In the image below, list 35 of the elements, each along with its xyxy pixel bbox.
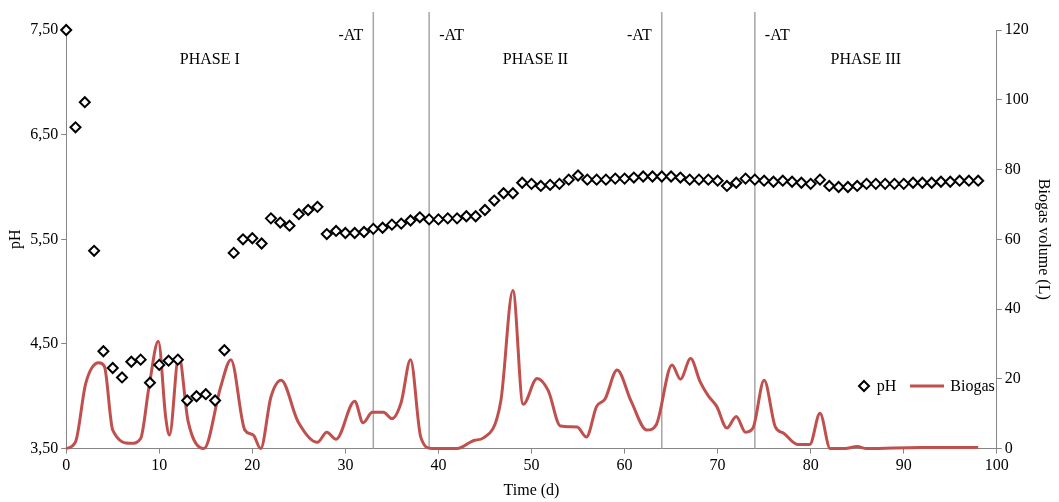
x-tick-label: 80 [802,456,819,474]
ref-line-label: -AT [764,26,790,44]
y2-tick-label: 20 [1004,369,1021,387]
y2-tick-label: 80 [1004,159,1021,177]
y-tick-label: 5,50 [30,229,59,247]
y2-tick-label: 60 [1004,229,1021,247]
y-tick-label: 4,50 [30,334,59,352]
x-tick-label: 20 [244,456,261,474]
y2-tick-label: 0 [1004,438,1013,456]
x-tick-label: 40 [430,456,447,474]
ref-line-label: -AT [626,26,652,44]
x-tick-label: 90 [895,456,912,474]
legend-label: pH [876,376,897,395]
y-tick-label: 7,50 [30,20,59,38]
y-tick-label: 3,50 [30,438,59,456]
y2-tick-label: 120 [1004,20,1029,38]
annotation: PHASE II [502,50,569,68]
annotation: PHASE I [179,50,240,68]
ref-line-label: -AT [439,26,465,44]
x-tick-label: 100 [984,456,1009,474]
ref-line-label: -AT [338,26,364,44]
y-tick-label: 6,50 [30,124,59,142]
y-axis-title: pH [5,229,24,250]
x-tick-label: 70 [709,456,726,474]
x-tick-label: 0 [62,456,71,474]
y2-tick-label: 40 [1004,299,1021,317]
x-tick-label: 60 [616,456,633,474]
x-tick-label: 10 [151,456,168,474]
x-tick-label: 30 [337,456,354,474]
y2-axis-title: Biogas volume (L) [1035,178,1054,300]
x-tick-label: 50 [523,456,540,474]
x-axis-title: Time (d) [503,480,560,499]
legend-label: Biogas [950,376,995,395]
annotation: PHASE III [830,50,902,68]
y2-tick-label: 100 [1004,89,1029,107]
